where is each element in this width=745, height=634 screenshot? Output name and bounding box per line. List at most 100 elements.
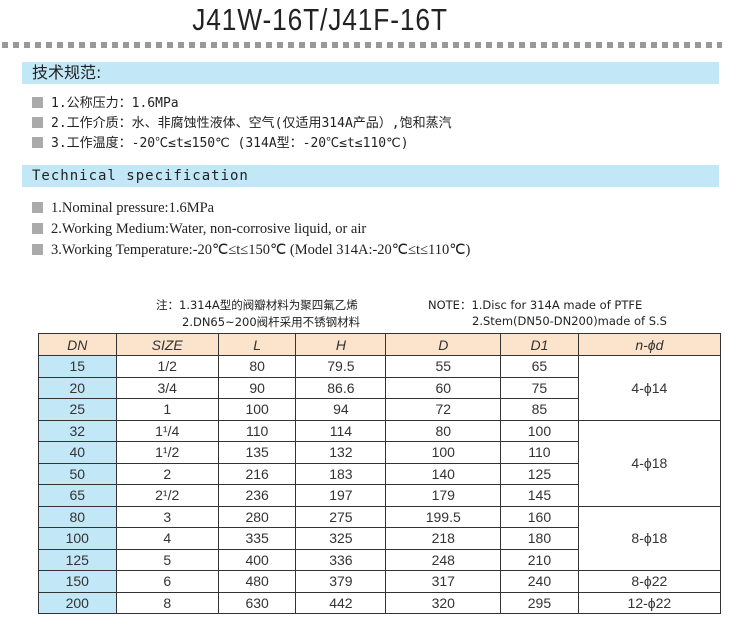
table-cell: 200 (38, 591, 117, 614)
page-title: J41W-16T/J41F-16T (192, 2, 448, 37)
dotted-divider (2, 42, 722, 48)
table-cell: 197 (295, 484, 387, 507)
en-section-heading: Technical specification (22, 165, 719, 187)
column-header: L (217, 333, 297, 356)
table-cell: 336 (295, 548, 387, 571)
en-spec-text: 2.Working Medium:Water, non-corrosive li… (51, 221, 367, 237)
table-cell: 80 (38, 505, 117, 528)
bolt-spec-cell: 12-ϕ22 (577, 591, 722, 614)
table-cell: 3 (115, 505, 219, 528)
table-row: 100 4 335 325 218 180 (38, 527, 721, 550)
table-cell: 125 (38, 548, 117, 571)
table-cell: 180 (500, 527, 579, 550)
bullet-square-icon (32, 137, 43, 148)
table-cell: 240 (500, 570, 579, 593)
table-cell: 379 (295, 570, 387, 593)
column-header: n-ϕd (577, 333, 722, 356)
cn-spec-item: 3.工作温度：-20℃≤t≤150℃ (314A型：-20℃≤t≤110℃) (32, 134, 409, 154)
table-cell: 90 (217, 376, 297, 399)
en-heading-text: Technical specification (32, 168, 249, 184)
cn-spec-text: 1.公称压力：1.6MPa (51, 96, 179, 111)
cn-spec-item: 1.公称压力：1.6MPa (32, 94, 179, 114)
table-cell: 100 (38, 527, 117, 550)
table-cell: 6 (115, 570, 219, 593)
table-cell: 480 (217, 570, 297, 593)
table-cell: 335 (217, 527, 297, 550)
table-cell: 2¹/2 (115, 484, 219, 507)
table-cell: 2 (115, 462, 219, 485)
table-row: 15 1/2 80 79.5 55 65 4-ϕ14 (38, 355, 722, 421)
table-row: 80 3 280 275 199.5 160 8-ϕ18 (38, 505, 722, 571)
table-cell: 1¹/2 (115, 441, 219, 464)
table-cell: 114 (295, 419, 387, 442)
table-cell: 400 (217, 548, 297, 571)
table-cell: 25 (38, 398, 117, 421)
note-cn-2: 2.DN65~200阀杆采用不锈钢材料 (182, 315, 361, 329)
bolt-spec-cell: 8-ϕ22 (577, 570, 722, 593)
cn-spec-text: 2.工作介质：水、非腐蚀性液体、空气(仅适用314A产品）,饱和蒸汽 (51, 116, 452, 131)
table-cell: 4 (115, 527, 219, 550)
table-cell: 442 (295, 591, 387, 614)
table-cell: 630 (217, 591, 297, 614)
table-cell: 135 (217, 441, 297, 464)
table-row: 125 5 400 336 248 210 (38, 548, 721, 571)
table-cell: 295 (500, 591, 579, 614)
column-header: H (295, 333, 387, 356)
en-spec-text: 1.Nominal pressure:1.6MPa (51, 200, 215, 216)
bolt-spec-cell: 4-ϕ14 (577, 355, 722, 421)
column-header: D1 (500, 333, 579, 356)
table-cell: 75 (500, 376, 579, 399)
table-row: 200 8 630 442 320 295 12-ϕ22 (38, 591, 722, 614)
table-cell: 248 (385, 548, 502, 571)
table-cell: 132 (295, 441, 387, 464)
table-cell: 110 (500, 441, 579, 464)
table-cell: 236 (217, 484, 297, 507)
table-cell: 65 (500, 355, 579, 378)
table-cell: 100 (500, 419, 579, 442)
table-cell: 86.6 (295, 376, 387, 399)
table-cell: 145 (500, 484, 579, 507)
table-cell: 320 (385, 591, 502, 614)
table-cell: 8 (115, 591, 219, 614)
table-cell: 32 (38, 419, 117, 442)
table-cell: 280 (217, 505, 297, 528)
column-header: DN (38, 333, 117, 356)
table-row: 20 3/4 90 86.6 60 75 (38, 376, 721, 399)
table-cell: 3/4 (115, 376, 219, 399)
table-cell: 160 (500, 505, 579, 528)
table-cell: 15 (38, 355, 117, 378)
table-row: 25 1 100 94 72 85 (38, 398, 721, 421)
table-cell: 72 (385, 398, 502, 421)
table-cell: 218 (385, 527, 502, 550)
table-cell: 1 (115, 398, 219, 421)
table-cell: 110 (217, 419, 297, 442)
bolt-spec-cell: 8-ϕ18 (577, 505, 722, 571)
table-cell: 60 (385, 376, 502, 399)
table-cell: 85 (500, 398, 579, 421)
en-spec-item: 1.Nominal pressure:1.6MPa (32, 198, 214, 218)
table-cell: 199.5 (385, 505, 502, 528)
table-cell: 210 (500, 548, 579, 571)
bullet-square-icon (32, 202, 43, 213)
table-header-row: DN SIZE L H D D1 n-ϕd (38, 333, 722, 356)
table-cell: 179 (385, 484, 502, 507)
cn-spec-item: 2.工作介质：水、非腐蚀性液体、空气(仅适用314A产品）,饱和蒸汽 (32, 114, 452, 134)
bullet-square-icon (32, 244, 43, 255)
table-cell: 1¹/4 (115, 419, 219, 442)
table-cell: 325 (295, 527, 387, 550)
bullet-square-icon (32, 223, 43, 234)
table-cell: 317 (385, 570, 502, 593)
bolt-spec-cell: 4-ϕ18 (577, 419, 722, 507)
cn-section-heading: 技术规范: (22, 62, 719, 84)
cn-heading-text: 技术规范: (32, 63, 102, 82)
table-cell: 80 (385, 419, 502, 442)
table-cell: 5 (115, 548, 219, 571)
bullet-square-icon (32, 117, 43, 128)
en-spec-item: 2.Working Medium:Water, non-corrosive li… (32, 219, 366, 239)
table-cell: 94 (295, 398, 387, 421)
table-cell: 1/2 (115, 355, 219, 378)
table-cell: 80 (217, 355, 297, 378)
table-cell: 100 (385, 441, 502, 464)
table-cell: 183 (295, 462, 387, 485)
table-row: 150 6 480 379 317 240 8-ϕ22 (38, 570, 722, 593)
